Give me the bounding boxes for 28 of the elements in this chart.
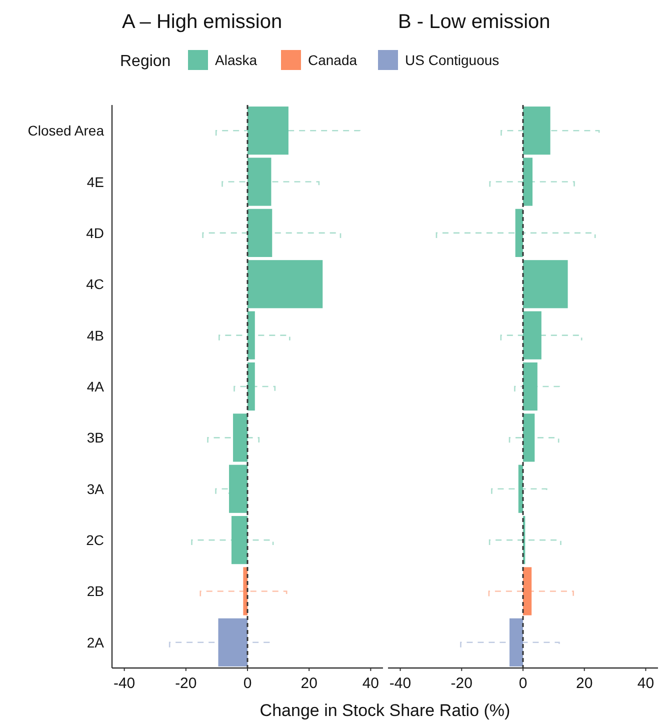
x-tick-label: -40 xyxy=(389,675,412,692)
y-tick-label: 2B xyxy=(86,583,104,600)
y-tick-label: 2A xyxy=(86,634,105,650)
y-tick-label: Closed Area xyxy=(28,122,104,139)
x-tick-label: 40 xyxy=(637,675,654,692)
chart-title: B - Low emission xyxy=(398,11,550,33)
y-tick-label: 4A xyxy=(86,378,105,394)
y-tick-label: 2C xyxy=(86,532,104,548)
x-tick-label: 20 xyxy=(576,675,593,692)
chart-title: A – High emission xyxy=(122,11,282,33)
x-axis-title: Change in Stock Share Ratio (%) xyxy=(260,701,510,720)
y-tick-label: 4E xyxy=(86,174,104,190)
x-tick-label: -20 xyxy=(175,675,197,692)
x-tick-label: 0 xyxy=(518,675,528,692)
y-tick-label: 4C xyxy=(86,276,104,292)
legend-label: Canada xyxy=(308,52,358,68)
x-tick-label: 0 xyxy=(243,675,252,692)
legend-label: Alaska xyxy=(215,52,258,68)
x-tick-label: 40 xyxy=(362,675,380,692)
legend-title: Region xyxy=(120,53,171,70)
y-tick-label: 3A xyxy=(86,480,105,497)
y-tick-label: 3B xyxy=(86,430,104,446)
legend-label: US Contiguous xyxy=(405,52,500,68)
x-tick-label: 20 xyxy=(300,675,318,692)
x-tick-label: -40 xyxy=(113,675,136,692)
y-tick-label: 4B xyxy=(86,327,104,344)
y-tick-label: 4D xyxy=(86,224,104,241)
x-tick-label: -20 xyxy=(450,675,472,692)
